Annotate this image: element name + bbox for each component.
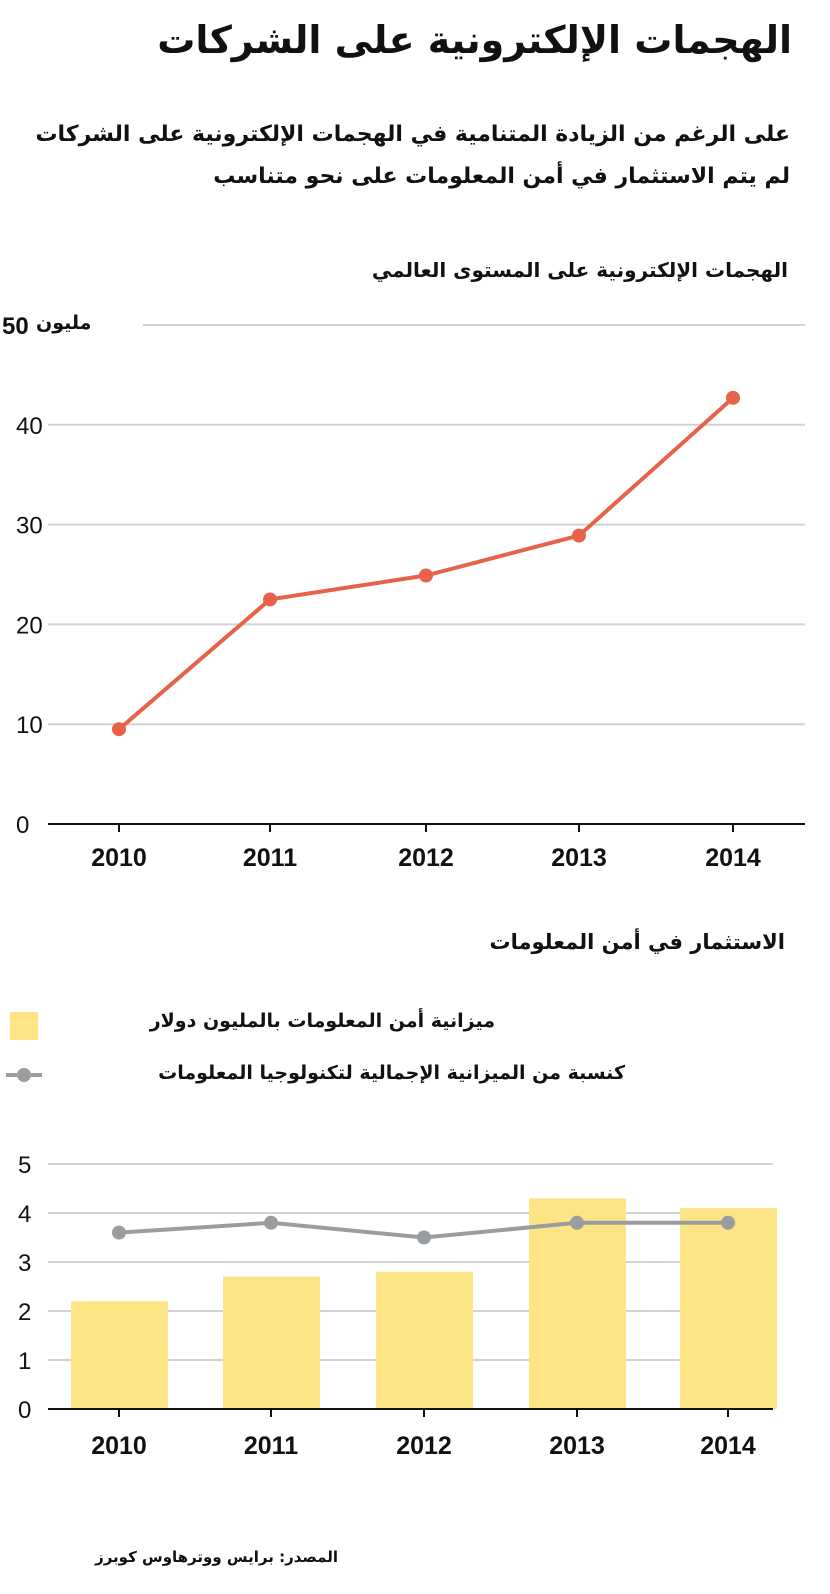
source-note: المصدر: برايس ووترهاوس كوبرز — [95, 1548, 338, 1566]
share-point — [417, 1230, 431, 1245]
y-tick-label: 40 — [16, 413, 43, 440]
x-tick-label: 2014 — [705, 844, 761, 872]
legend-line-label: كنسبة من الميزانية الإجمالية لتكنولوجيا … — [158, 1062, 625, 1084]
budget-bar — [71, 1301, 168, 1409]
legend-bar-label: ميزانية أمن المعلومات بالمليون دولار — [149, 1010, 495, 1032]
legend-line-marker — [17, 1068, 31, 1082]
attacks-point — [112, 722, 126, 737]
y-tick-label: 2 — [18, 1299, 31, 1326]
y-tick-label: 4 — [18, 1201, 31, 1228]
x-tick-label: 2010 — [91, 844, 147, 872]
share-point — [112, 1225, 126, 1240]
budget-bar — [680, 1208, 777, 1409]
chart2-title: الاستثمار في أمن المعلومات — [489, 930, 785, 954]
attacks-line — [117, 396, 735, 731]
budget-bar — [376, 1271, 473, 1409]
x-tick-label: 2010 — [91, 1432, 147, 1460]
page-title: الهجمات الإلكترونية على الشركات — [157, 18, 792, 62]
x-tick-label: 2012 — [398, 844, 454, 872]
share-point — [570, 1215, 584, 1230]
chart1-unit-label: مليون — [36, 312, 92, 334]
y-tick-label: 5 — [18, 1152, 31, 1179]
budget-bar — [529, 1198, 626, 1409]
y-tick-label: 30 — [16, 513, 43, 540]
attacks-point — [572, 528, 586, 543]
subtitle-line-1: على الرغم من الزيادة المتنامية في الهجما… — [35, 122, 790, 147]
share-point — [264, 1215, 278, 1230]
y-tick-label: 50 — [2, 313, 29, 340]
budget-bar — [223, 1276, 320, 1409]
y-tick-label: 1 — [18, 1348, 31, 1375]
y-tick-label: 0 — [18, 1397, 31, 1424]
y-tick-label: 3 — [18, 1250, 31, 1277]
y-tick-label: 20 — [16, 612, 43, 639]
legend-bar-swatch — [10, 1012, 38, 1040]
subtitle-line-2: لم يتم الاستثمار في أمن المعلومات على نح… — [213, 164, 790, 189]
x-tick-label: 2011 — [244, 1432, 298, 1460]
chart1-title: الهجمات الإلكترونية على المستوى العالمي — [371, 258, 788, 282]
attacks-point — [419, 568, 433, 583]
share-point — [721, 1215, 735, 1230]
x-tick-label: 2011 — [243, 844, 297, 872]
y-tick-label: 10 — [16, 712, 43, 739]
x-tick-label: 2013 — [551, 844, 607, 872]
x-tick-label: 2013 — [549, 1432, 605, 1460]
attacks-point — [726, 390, 740, 405]
x-tick-label: 2012 — [396, 1432, 452, 1460]
attacks-point — [263, 592, 277, 607]
y-tick-label: 0 — [16, 812, 29, 839]
x-tick-label: 2014 — [700, 1432, 756, 1460]
